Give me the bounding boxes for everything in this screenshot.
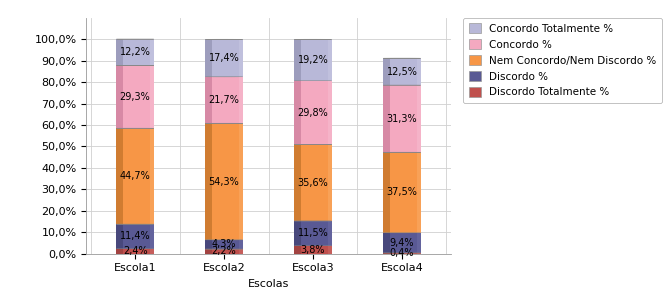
Text: 17,4%: 17,4% — [209, 53, 239, 63]
Bar — [383, 233, 420, 253]
Bar — [294, 245, 301, 254]
Text: 0,4%: 0,4% — [390, 248, 414, 258]
Text: 12,5%: 12,5% — [387, 67, 418, 77]
Bar — [206, 249, 243, 254]
Bar — [383, 85, 420, 152]
Bar — [117, 39, 123, 65]
Bar — [206, 249, 212, 254]
Bar — [294, 221, 301, 245]
Text: 29,8%: 29,8% — [298, 108, 328, 117]
Bar — [328, 81, 332, 145]
Bar — [294, 81, 332, 145]
Bar — [117, 224, 123, 249]
Bar — [294, 39, 301, 81]
Text: 29,3%: 29,3% — [120, 92, 151, 102]
Bar — [383, 253, 420, 254]
Text: 21,7%: 21,7% — [209, 95, 239, 105]
Bar — [206, 39, 243, 77]
Bar — [416, 233, 420, 253]
Bar — [206, 77, 243, 123]
Bar — [117, 128, 154, 224]
Bar — [117, 39, 154, 65]
Text: 12,2%: 12,2% — [119, 47, 151, 57]
Bar — [239, 123, 243, 240]
Bar — [383, 58, 390, 85]
Bar — [294, 145, 332, 221]
Bar — [206, 240, 212, 249]
Text: 11,5%: 11,5% — [298, 228, 328, 238]
Text: 2,2%: 2,2% — [211, 246, 237, 256]
Text: 4,3%: 4,3% — [211, 239, 236, 249]
Text: 11,4%: 11,4% — [120, 231, 151, 241]
Bar — [239, 240, 243, 249]
Bar — [383, 152, 420, 233]
Bar — [206, 123, 212, 240]
Text: 54,3%: 54,3% — [209, 176, 239, 186]
Bar — [150, 128, 154, 224]
Bar — [239, 77, 243, 123]
Bar — [383, 85, 390, 152]
Bar — [117, 249, 123, 254]
Bar — [383, 253, 390, 254]
Bar — [206, 39, 212, 77]
Bar — [294, 245, 332, 254]
Bar — [150, 249, 154, 254]
Bar — [328, 145, 332, 221]
Bar — [206, 77, 212, 123]
X-axis label: Escolas: Escolas — [248, 279, 289, 289]
Text: 3,8%: 3,8% — [301, 245, 326, 255]
Legend: Concordo Totalmente %, Concordo %, Nem Concordo/Nem Discordo %, Discordo %, Disc: Concordo Totalmente %, Concordo %, Nem C… — [463, 18, 662, 103]
Bar — [416, 58, 420, 85]
Text: 35,6%: 35,6% — [298, 178, 328, 188]
Bar — [117, 224, 154, 249]
Bar — [117, 128, 123, 224]
Text: 2,4%: 2,4% — [123, 246, 147, 256]
Bar — [150, 224, 154, 249]
Bar — [150, 39, 154, 65]
Bar — [383, 233, 390, 253]
Bar — [239, 249, 243, 254]
Bar — [328, 245, 332, 254]
Bar — [416, 152, 420, 233]
Text: 9,4%: 9,4% — [390, 238, 414, 248]
Bar — [328, 39, 332, 81]
Bar — [294, 145, 301, 221]
Bar — [416, 85, 420, 152]
Bar — [117, 65, 123, 128]
Text: 44,7%: 44,7% — [120, 171, 151, 181]
Bar — [206, 240, 243, 249]
Bar — [239, 39, 243, 77]
Bar — [117, 249, 154, 254]
Bar — [383, 58, 420, 85]
Bar — [294, 39, 332, 81]
Bar — [206, 123, 243, 240]
Bar — [117, 65, 154, 128]
Text: 37,5%: 37,5% — [387, 187, 418, 197]
Bar — [416, 253, 420, 254]
Text: 31,3%: 31,3% — [387, 114, 417, 124]
Bar — [150, 65, 154, 128]
Bar — [383, 152, 390, 233]
Bar — [294, 81, 301, 145]
Bar — [294, 221, 332, 245]
Bar — [328, 221, 332, 245]
Text: 19,2%: 19,2% — [298, 55, 328, 65]
